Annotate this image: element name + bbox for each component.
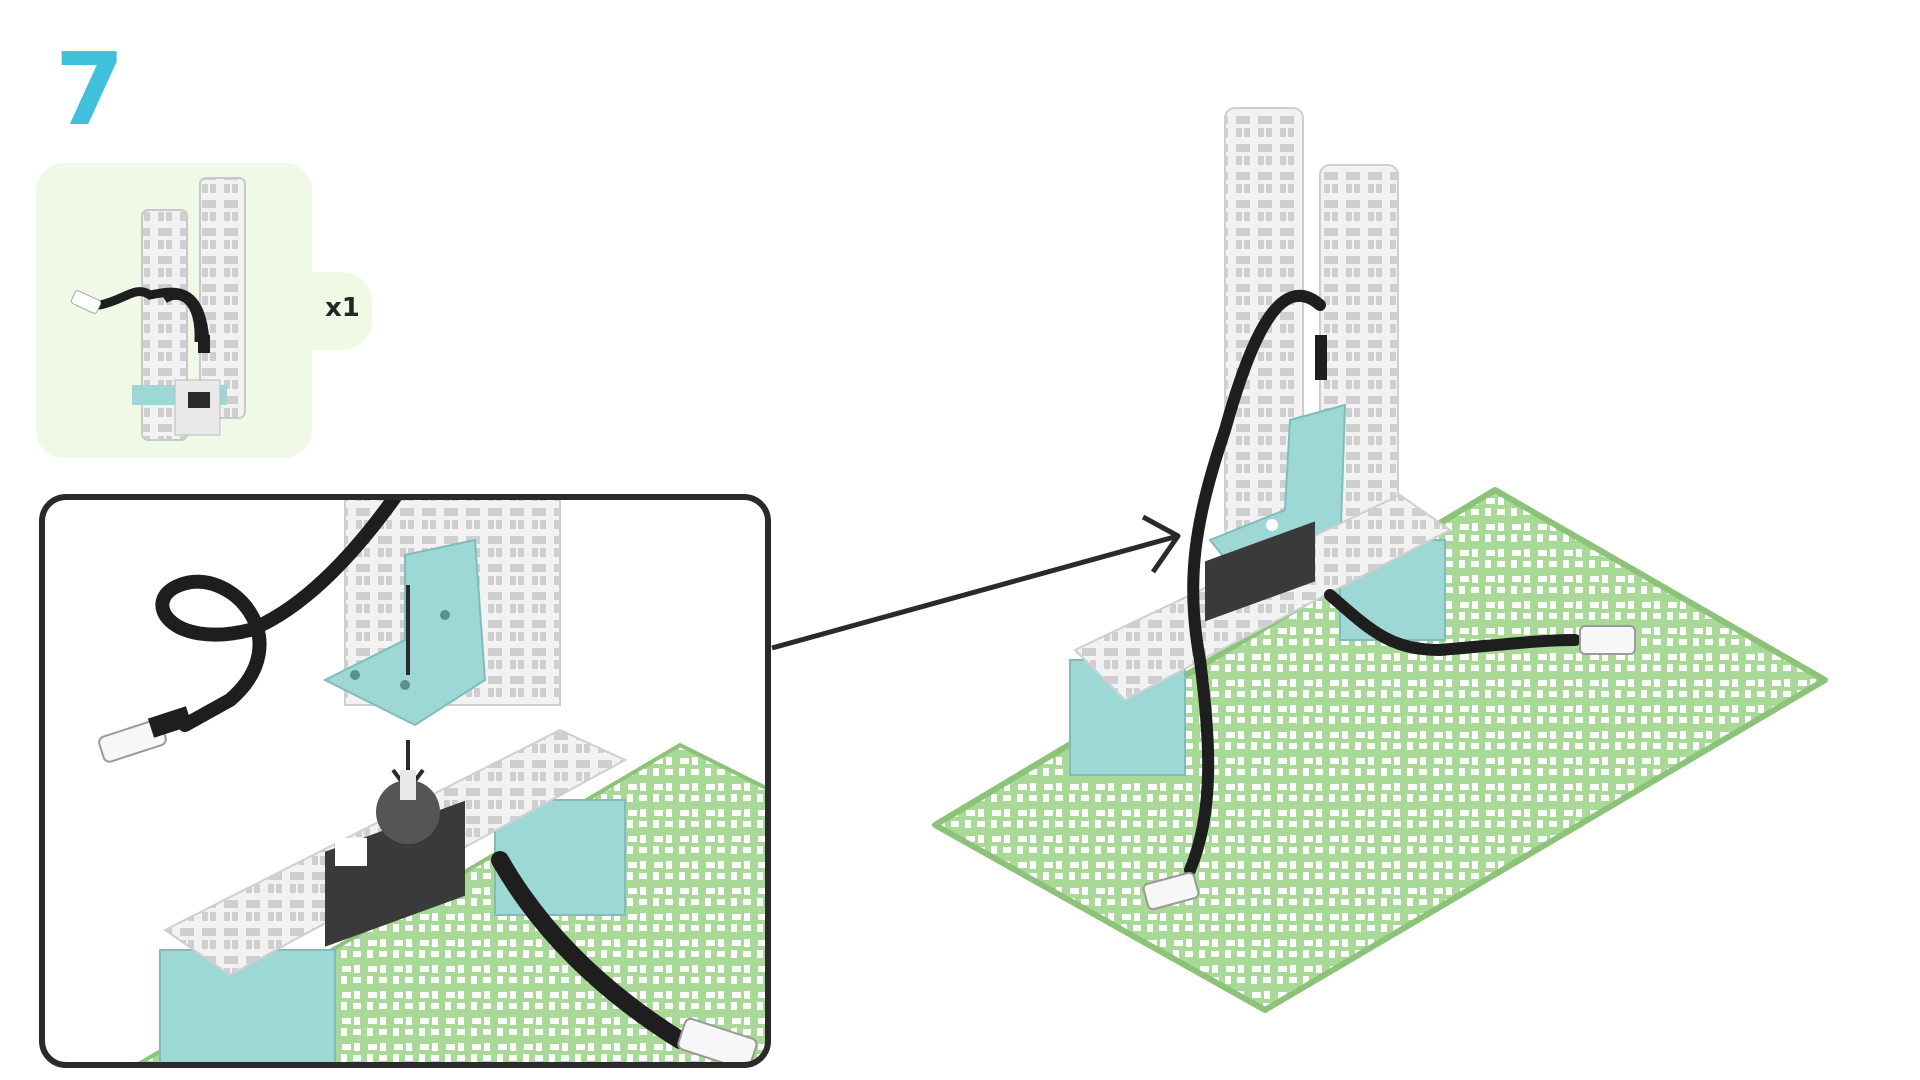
main-assembly — [932, 107, 1828, 1013]
step-number: 7 — [55, 31, 125, 148]
parts-quantity: x1 — [325, 293, 360, 323]
zoom-detail — [39, 494, 771, 1068]
pointer-arrow — [771, 514, 1181, 651]
cable-connector — [98, 706, 193, 763]
parts-thumbnail — [70, 177, 246, 441]
servo-motor — [325, 770, 465, 947]
parts-quantity-tab — [296, 272, 372, 350]
